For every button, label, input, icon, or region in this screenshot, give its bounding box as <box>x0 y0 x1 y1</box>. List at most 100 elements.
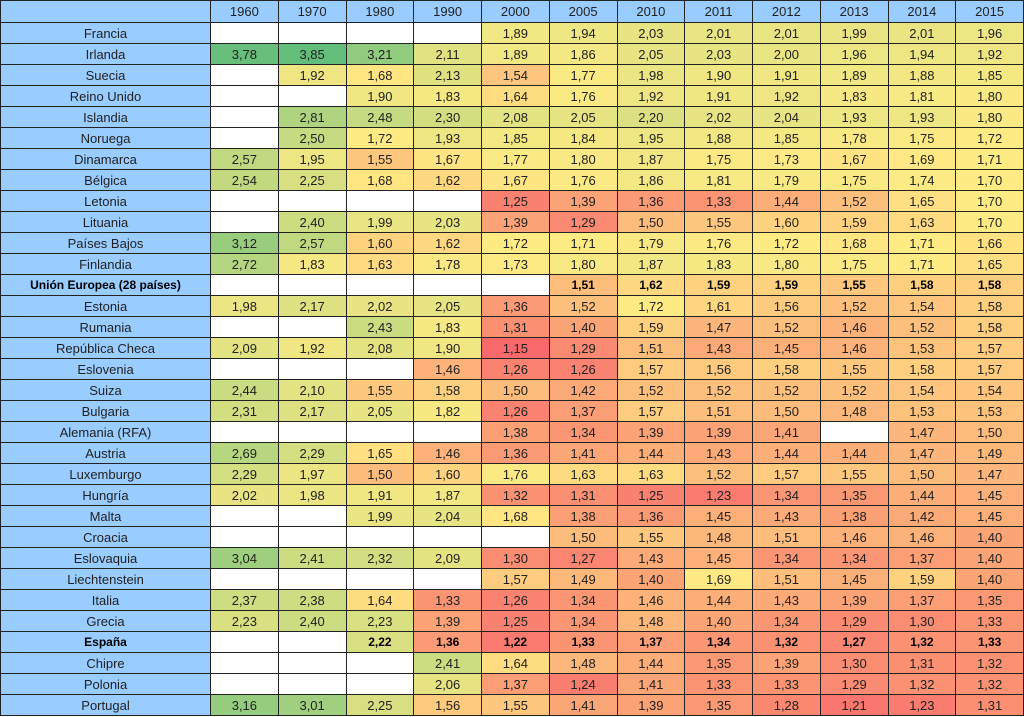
value-cell[interactable]: 2,01 <box>887 22 957 44</box>
value-cell[interactable] <box>210 127 279 149</box>
value-cell[interactable]: 2,13 <box>413 64 482 86</box>
value-cell[interactable]: 1,33 <box>548 631 618 653</box>
value-cell[interactable]: 1,21 <box>819 694 889 716</box>
row-label[interactable]: Letonia <box>0 190 211 212</box>
value-cell[interactable]: 1,53 <box>887 400 957 422</box>
value-cell[interactable]: 1,44 <box>752 190 821 212</box>
value-cell[interactable]: 1,34 <box>752 547 821 569</box>
value-cell[interactable]: 1,44 <box>752 442 821 464</box>
value-cell[interactable]: 1,38 <box>819 505 889 527</box>
column-header-2014[interactable]: 2014 <box>887 0 957 23</box>
value-cell[interactable]: 1,47 <box>955 463 1024 485</box>
value-cell[interactable]: 1,47 <box>887 442 957 464</box>
value-cell[interactable]: 1,45 <box>955 505 1024 527</box>
column-header-1990[interactable]: 1990 <box>413 0 482 23</box>
value-cell[interactable]: 1,59 <box>752 274 821 296</box>
value-cell[interactable]: 1,71 <box>887 253 957 275</box>
value-cell[interactable]: 1,38 <box>481 421 550 443</box>
value-cell[interactable] <box>210 505 279 527</box>
value-cell[interactable]: 2,01 <box>684 22 753 44</box>
value-cell[interactable]: 3,16 <box>210 694 279 716</box>
value-cell[interactable] <box>413 190 482 212</box>
value-cell[interactable]: 2,02 <box>684 106 753 128</box>
value-cell[interactable]: 1,30 <box>887 610 957 632</box>
value-cell[interactable] <box>277 85 347 107</box>
value-cell[interactable]: 1,31 <box>887 652 957 674</box>
value-cell[interactable]: 1,33 <box>684 673 753 695</box>
value-cell[interactable]: 1,34 <box>819 547 889 569</box>
column-header-2011[interactable]: 2011 <box>684 0 753 23</box>
value-cell[interactable]: 1,47 <box>684 316 753 338</box>
value-cell[interactable]: 1,91 <box>345 484 415 506</box>
value-cell[interactable]: 1,65 <box>345 442 415 464</box>
value-cell[interactable] <box>210 274 279 296</box>
row-label[interactable]: Luxemburgo <box>0 463 211 485</box>
value-cell[interactable]: 1,65 <box>955 253 1024 275</box>
value-cell[interactable]: 2,03 <box>413 211 482 233</box>
value-cell[interactable]: 1,65 <box>887 190 957 212</box>
value-cell[interactable]: 1,50 <box>345 463 415 485</box>
value-cell[interactable]: 2,08 <box>345 337 415 359</box>
value-cell[interactable]: 1,53 <box>955 400 1024 422</box>
value-cell[interactable] <box>210 358 279 380</box>
value-cell[interactable]: 1,36 <box>481 295 550 317</box>
value-cell[interactable] <box>277 421 347 443</box>
value-cell[interactable]: 1,67 <box>413 148 482 170</box>
value-cell[interactable]: 1,90 <box>345 85 415 107</box>
value-cell[interactable]: 1,89 <box>481 43 550 65</box>
value-cell[interactable] <box>210 22 279 44</box>
value-cell[interactable]: 1,33 <box>752 673 821 695</box>
value-cell[interactable]: 3,01 <box>277 694 347 716</box>
value-cell[interactable]: 1,39 <box>819 589 889 611</box>
value-cell[interactable]: 1,52 <box>684 463 753 485</box>
value-cell[interactable]: 1,36 <box>481 442 550 464</box>
value-cell[interactable]: 1,69 <box>684 568 753 590</box>
value-cell[interactable] <box>413 22 482 44</box>
value-cell[interactable]: 2,38 <box>277 589 347 611</box>
value-cell[interactable]: 1,43 <box>752 505 821 527</box>
value-cell[interactable]: 1,85 <box>955 64 1024 86</box>
value-cell[interactable]: 1,93 <box>887 106 957 128</box>
row-label[interactable]: Bélgica <box>0 169 211 191</box>
value-cell[interactable]: 1,96 <box>819 43 889 65</box>
value-cell[interactable]: 1,98 <box>277 484 347 506</box>
value-cell[interactable] <box>345 190 415 212</box>
row-label[interactable]: Rumania <box>0 316 211 338</box>
value-cell[interactable]: 1,43 <box>752 589 821 611</box>
value-cell[interactable]: 2,01 <box>752 22 821 44</box>
value-cell[interactable]: 1,71 <box>887 232 957 254</box>
value-cell[interactable]: 1,46 <box>819 316 889 338</box>
value-cell[interactable]: 1,83 <box>277 253 347 275</box>
value-cell[interactable]: 1,29 <box>548 337 618 359</box>
value-cell[interactable]: 3,78 <box>210 43 279 65</box>
value-cell[interactable]: 1,35 <box>684 652 753 674</box>
value-cell[interactable]: 1,26 <box>548 358 618 380</box>
value-cell[interactable]: 2,57 <box>210 148 279 170</box>
value-cell[interactable] <box>345 22 415 44</box>
value-cell[interactable] <box>345 274 415 296</box>
value-cell[interactable]: 1,83 <box>684 253 753 275</box>
value-cell[interactable]: 2,48 <box>345 106 415 128</box>
value-cell[interactable] <box>413 421 482 443</box>
value-cell[interactable]: 1,68 <box>819 232 889 254</box>
value-cell[interactable]: 1,32 <box>887 631 957 653</box>
value-cell[interactable]: 1,51 <box>752 526 821 548</box>
value-cell[interactable] <box>277 568 347 590</box>
column-header-1980[interactable]: 1980 <box>345 0 415 23</box>
value-cell[interactable]: 1,34 <box>548 421 618 443</box>
value-cell[interactable]: 1,83 <box>413 316 482 338</box>
value-cell[interactable] <box>345 526 415 548</box>
value-cell[interactable]: 1,80 <box>548 253 618 275</box>
value-cell[interactable]: 1,77 <box>548 64 618 86</box>
value-cell[interactable]: 1,40 <box>548 316 618 338</box>
value-cell[interactable]: 1,62 <box>616 274 686 296</box>
value-cell[interactable]: 1,32 <box>955 673 1024 695</box>
value-cell[interactable]: 1,77 <box>481 148 550 170</box>
row-label[interactable]: Malta <box>0 505 211 527</box>
value-cell[interactable]: 1,80 <box>548 148 618 170</box>
value-cell[interactable]: 1,54 <box>887 379 957 401</box>
row-label[interactable]: Islandia <box>0 106 211 128</box>
value-cell[interactable]: 2,25 <box>345 694 415 716</box>
value-cell[interactable]: 1,64 <box>481 652 550 674</box>
value-cell[interactable]: 1,75 <box>887 127 957 149</box>
